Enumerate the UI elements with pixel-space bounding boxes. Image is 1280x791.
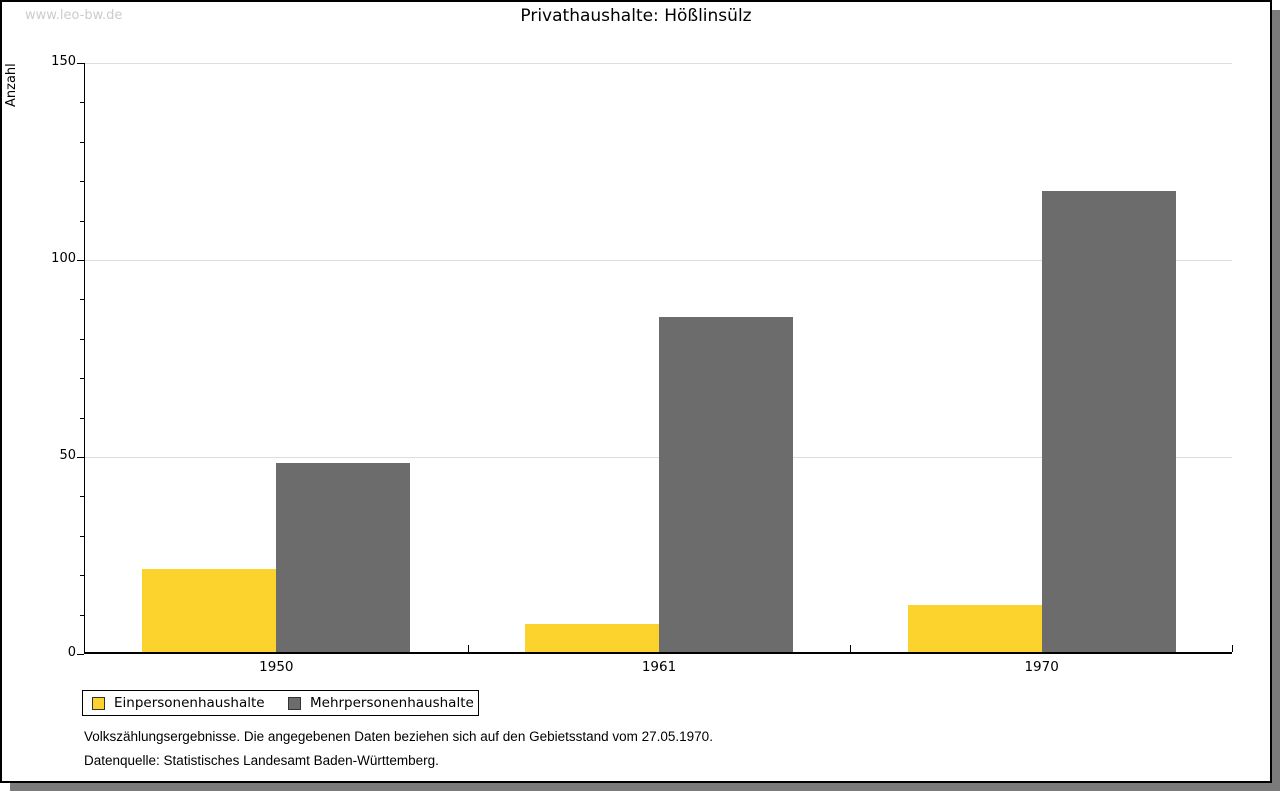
- footer-note: Volkszählungsergebnisse. Die angegebenen…: [84, 729, 713, 744]
- x-boundary-tick-2: [850, 645, 852, 652]
- legend: Einpersonenhaushalte Mehrpersonenhaushal…: [82, 690, 479, 716]
- legend-swatch-mehrpersonenhaushalte: [288, 697, 301, 710]
- x-boundary-tick-3: [1232, 645, 1233, 652]
- y-major-tick-100: [77, 260, 84, 261]
- y-minor-tick-80: [80, 338, 84, 340]
- y-minor-tick-120: [80, 181, 84, 183]
- y-minor-tick-60: [80, 417, 84, 419]
- y-major-tick-0: [77, 654, 84, 655]
- footer-source: Datenquelle: Statistisches Landesamt Bad…: [84, 753, 439, 768]
- y-minor-tick-90: [80, 299, 84, 301]
- bar-einpersonenhaushalte-1950: [142, 569, 277, 652]
- y-tick-label-150: 150: [51, 54, 76, 69]
- y-major-tick-150: [77, 63, 84, 64]
- x-category-label-1950: 1950: [259, 659, 294, 675]
- y-minor-tick-70: [80, 378, 84, 380]
- y-major-tick-50: [77, 457, 84, 458]
- gridline-50: [85, 457, 1232, 458]
- legend-label-einpersonenhaushalte: Einpersonenhaushalte: [114, 695, 265, 711]
- y-minor-tick-130: [80, 141, 84, 143]
- legend-label-mehrpersonenhaushalte: Mehrpersonenhaushalte: [310, 695, 474, 711]
- plot-area: 0 50 100 150 1950 1961 1970: [51, 54, 1233, 675]
- bar-mehrpersonenhaushalte-1970: [1041, 191, 1176, 652]
- gridline-100: [85, 260, 1232, 261]
- chart-title: Privathaushalte: Hößlinsülz: [520, 6, 752, 26]
- y-minor-tick-40: [80, 496, 84, 498]
- bar-mehrpersonenhaushalte-1950: [276, 462, 411, 652]
- y-minor-tick-30: [80, 535, 84, 537]
- drop-shadow-right: [1272, 10, 1280, 791]
- x-category-label-1961: 1961: [641, 659, 677, 675]
- y-minor-tick-10: [80, 614, 84, 616]
- y-minor-tick-110: [80, 220, 84, 222]
- watermark: www.leo-bw.de: [25, 8, 123, 23]
- gridline-150: [85, 63, 1232, 64]
- bar-einpersonenhaushalte-1961: [525, 624, 659, 652]
- y-tick-label-0: 0: [67, 645, 76, 660]
- x-category-label-1970: 1970: [1024, 659, 1059, 675]
- y-tick-label-50: 50: [59, 448, 76, 463]
- legend-swatch-einpersonenhaushalte: [92, 697, 105, 710]
- y-minor-tick-20: [80, 575, 84, 577]
- y-tick-label-100: 100: [51, 251, 76, 266]
- y-axis-label: Anzahl: [4, 63, 19, 107]
- y-minor-tick-140: [80, 102, 84, 104]
- x-boundary-tick-1: [467, 645, 469, 652]
- bar-einpersonenhaushalte-1970: [907, 604, 1042, 652]
- bar-mehrpersonenhaushalte-1961: [659, 317, 793, 652]
- drop-shadow-bottom: [10, 783, 1280, 791]
